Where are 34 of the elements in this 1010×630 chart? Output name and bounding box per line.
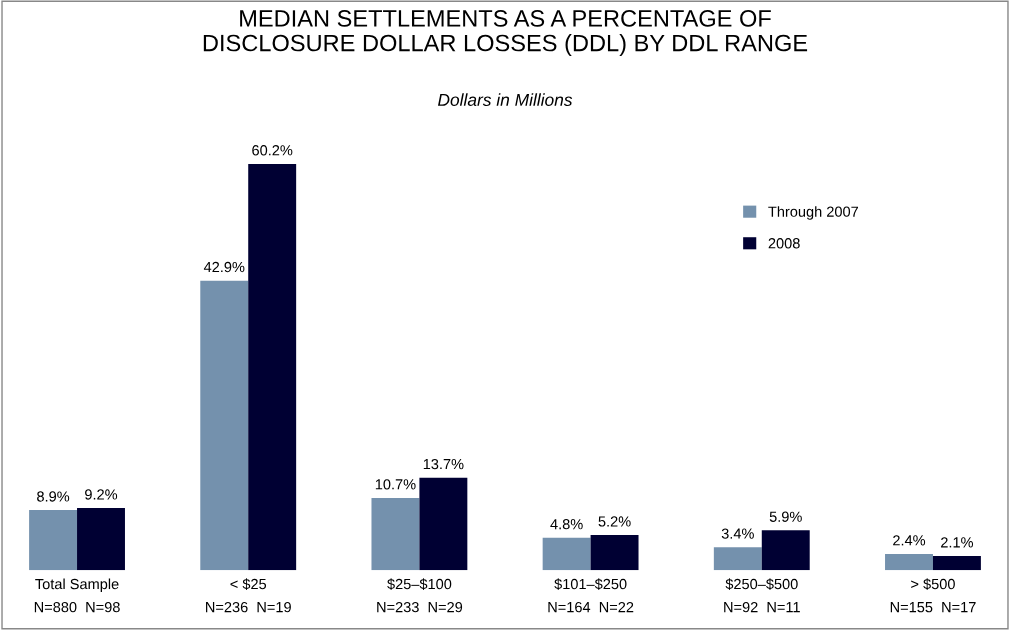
x-tick-label: < $25 N=236 N=19 — [206, 578, 291, 613]
x-tick-label: $101–$250 N=164 N=22 — [548, 578, 634, 613]
legend-label: 2008 — [768, 238, 800, 249]
bar — [371, 497, 420, 571]
x-tick-label: $250–$500 N=92 N=11 — [724, 578, 800, 613]
chart-title: MEDIAN SETTLEMENTS AS A PERCENTAGE OF DISCLOSURE DOLLAR LOSSES (DDL) BY DDL RANGE — [203, 10, 808, 57]
bar — [200, 280, 249, 571]
data-label: 5.2% — [598, 516, 631, 527]
bar — [590, 535, 639, 571]
bar — [248, 163, 297, 571]
data-label: 60.2% — [252, 145, 293, 156]
data-label: 5.9% — [769, 511, 802, 522]
bar — [77, 508, 125, 571]
data-label: 9.2% — [85, 489, 118, 500]
data-label: 2.4% — [893, 535, 926, 546]
data-label: 4.8% — [550, 518, 583, 530]
bar — [761, 530, 810, 571]
data-label: 3.4% — [721, 528, 754, 539]
data-label: 10.7% — [375, 479, 416, 490]
chart-subtitle: Dollars in Millions — [438, 93, 573, 106]
x-tick-label: > $500 N=155 N=17 — [890, 578, 976, 613]
data-label: 13.7% — [423, 458, 464, 470]
bar — [542, 537, 591, 571]
x-tick-label: $25–$100 N=233 N=29 — [377, 578, 463, 613]
bar — [29, 510, 78, 571]
bar — [419, 477, 468, 571]
bar — [885, 553, 933, 571]
bar — [713, 547, 762, 571]
x-tick-label: Total Sample N=880 N=98 — [34, 578, 120, 613]
data-label: 8.9% — [37, 491, 70, 502]
legend-label: Through 2007 — [768, 206, 858, 220]
bar — [932, 555, 981, 571]
data-label: 2.1% — [941, 537, 974, 548]
data-label: 42.9% — [203, 261, 245, 273]
